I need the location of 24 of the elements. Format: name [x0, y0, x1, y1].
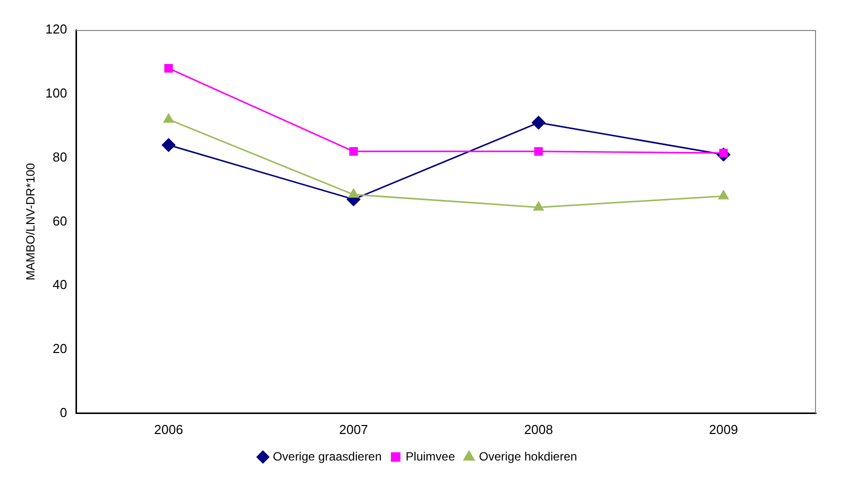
point — [164, 64, 173, 73]
x-tick-label: 2008 — [524, 422, 553, 437]
y-tick-label: 60 — [52, 213, 68, 228]
point — [532, 116, 546, 130]
point — [164, 114, 174, 123]
point — [162, 138, 176, 152]
x-tick-label: 2006 — [154, 422, 184, 437]
x-tick-label: 2009 — [709, 422, 738, 437]
y-tick-label: 100 — [45, 85, 68, 100]
point — [348, 188, 359, 198]
point — [718, 190, 729, 200]
y-tick-label: 20 — [52, 341, 68, 356]
y-tick-label: 80 — [52, 149, 68, 164]
y-tick-label: 120 — [45, 22, 68, 37]
legend-label: Pluimvee — [406, 449, 456, 464]
y-axis-title: MAMBO/LNV-DR*100 — [24, 162, 38, 280]
legend-label: Overige graasdieren — [272, 449, 382, 464]
legend-label: Overige hokdieren — [479, 449, 578, 464]
point — [533, 202, 544, 211]
y-tick-label: 40 — [52, 277, 68, 292]
x-tick-label: 2007 — [339, 422, 368, 437]
y-tick-label: 0 — [60, 404, 68, 420]
point — [534, 147, 543, 156]
point — [349, 147, 358, 156]
